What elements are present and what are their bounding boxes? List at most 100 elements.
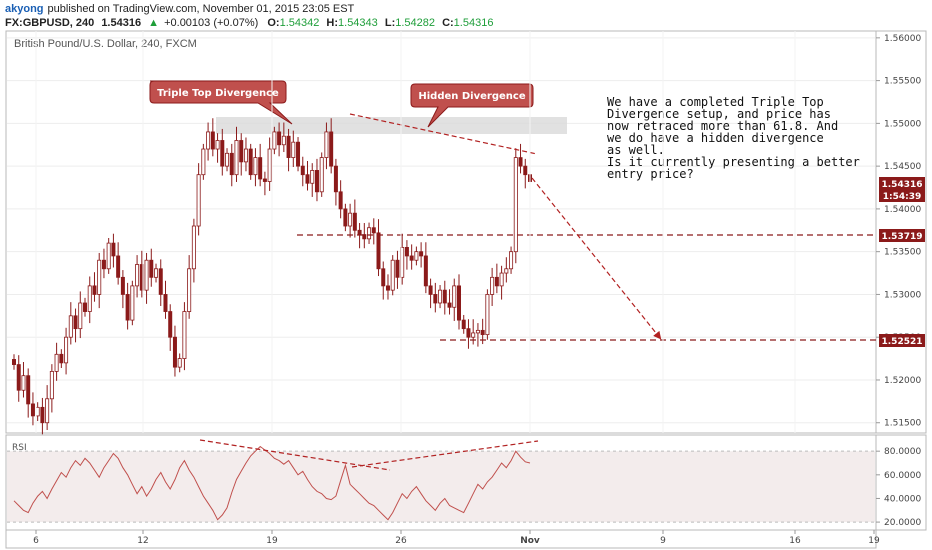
candle-body — [234, 140, 239, 176]
candle-body — [428, 285, 433, 295]
candle-body — [461, 319, 466, 330]
candle-body — [83, 302, 88, 312]
candle-body — [433, 294, 438, 304]
price-tick-label: 1.52000 — [884, 376, 921, 386]
candle-body — [480, 329, 485, 336]
candle-body — [404, 246, 409, 257]
candle-body — [163, 294, 168, 312]
candle-body — [45, 398, 50, 424]
candle-body — [452, 285, 457, 308]
candle-body — [21, 375, 26, 391]
candle-body — [54, 353, 59, 372]
candle-body — [78, 302, 83, 330]
candle-body — [348, 212, 353, 227]
candle-body — [319, 157, 324, 193]
candle-body — [490, 276, 495, 295]
candle-body — [447, 302, 452, 308]
rsi-divergence-line-1[interactable] — [199, 439, 391, 471]
candle-body — [324, 131, 329, 158]
candle-body — [409, 255, 414, 261]
price-label-current: 1.54316 — [879, 177, 925, 190]
price-axis-ticks: 1.515001.520001.525001.530001.535001.540… — [876, 34, 921, 429]
time-tick-label: 6 — [33, 536, 39, 546]
candle-body — [154, 268, 159, 278]
header: akyong published on TradingView.com, Nove… — [5, 3, 493, 29]
candle-body — [385, 285, 390, 291]
candle-body — [248, 148, 253, 176]
candle-body — [333, 165, 338, 193]
candle-body — [258, 157, 263, 180]
candle-body — [466, 328, 471, 338]
candle-body — [253, 157, 258, 176]
time-tick-label: 9 — [660, 536, 666, 546]
time-tick-label: 19 — [266, 536, 278, 546]
candle-body — [343, 208, 348, 227]
time-axis-ticks: 6 12 19 26 Nov 9 16 19 — [33, 31, 880, 546]
candle-body — [438, 289, 443, 304]
candle-body — [30, 403, 35, 417]
projection-arrow[interactable] — [531, 177, 662, 340]
candle-body — [395, 259, 400, 278]
price-change: +0.00103 (+0.07%) — [164, 17, 258, 29]
candle-body — [286, 135, 291, 158]
candle-body — [291, 141, 296, 158]
candle-body — [456, 285, 461, 321]
candle-body — [201, 148, 206, 176]
candle-body — [59, 353, 64, 364]
rsi-line[interactable] — [13, 445, 531, 521]
candle-body — [177, 358, 182, 368]
candle-body — [338, 191, 343, 210]
candle-body — [182, 311, 187, 359]
candles — [11, 118, 533, 435]
price-tick-label: 1.53000 — [884, 290, 921, 300]
price-label-current-text: 1.54316 — [882, 180, 923, 190]
note-line-5: as well. — [607, 143, 665, 157]
candle-body — [172, 336, 177, 368]
candle-body — [475, 329, 480, 334]
callout-hidden-divergence[interactable]: Hidden Divergence — [410, 83, 534, 128]
author-link[interactable]: akyong — [5, 3, 44, 15]
candle-body — [149, 259, 154, 278]
rsi-grid — [7, 450, 875, 523]
high-label: H: — [326, 17, 338, 29]
callout-triple-top-text: Triple Top Divergence — [157, 88, 279, 99]
rsi-axis[interactable] — [875, 434, 927, 531]
candle-body — [329, 131, 334, 167]
candle-body — [314, 170, 319, 193]
resistance-zone[interactable] — [216, 117, 567, 134]
published-text: published on TradingView.com, November 0… — [48, 3, 355, 15]
candle-body — [423, 255, 428, 287]
price-label-support-text: 1.52521 — [882, 337, 923, 347]
candle-body — [92, 285, 97, 295]
candle-body — [381, 268, 386, 287]
candle-body — [371, 227, 376, 234]
price-label-countdown-text: 1:54:39 — [883, 192, 922, 202]
candle-body — [125, 294, 130, 321]
callout-triple-top[interactable]: Triple Top Divergence — [149, 80, 293, 125]
rsi-divergence-line-2[interactable] — [351, 440, 539, 468]
candle-body — [367, 227, 372, 240]
candle-body — [135, 264, 140, 287]
candle-body — [357, 229, 362, 235]
candle-body — [106, 242, 111, 270]
candle-body — [229, 152, 234, 176]
chart-title: British Pound/U.S. Dollar, 240, FXCM — [14, 38, 197, 50]
price-tick-label: 1.56000 — [884, 34, 921, 44]
rsi-tick-label: 60.0000 — [884, 471, 921, 481]
annotation-note[interactable]: We have a completed Triple Top Divergenc… — [607, 95, 860, 181]
price-tick-label: 1.54500 — [884, 162, 921, 172]
open-label: O: — [267, 17, 279, 29]
candle-body — [390, 259, 395, 291]
candle-body — [196, 174, 201, 227]
candle-body — [513, 157, 518, 253]
candle-body — [144, 259, 149, 291]
candle-body — [267, 148, 272, 182]
low-label: L: — [385, 17, 395, 29]
price-label-support: 1.52521 — [879, 334, 925, 347]
candle-body — [73, 315, 78, 330]
candle-body — [168, 311, 173, 338]
candle-body — [296, 141, 301, 167]
rsi-axis-ticks: 20.0000 40.0000 60.0000 80.0000 — [876, 447, 921, 528]
time-axis[interactable] — [5, 529, 877, 549]
